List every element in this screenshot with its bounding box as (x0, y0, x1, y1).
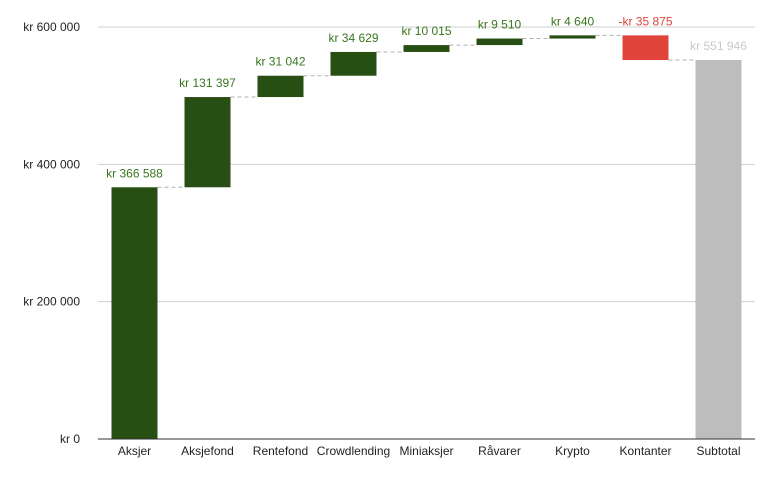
y-axis-ticks: kr 0 kr 200 000 kr 400 000 kr 600 000 (23, 20, 80, 446)
data-label: -kr 35 875 (618, 14, 672, 28)
data-label: kr 31 042 (255, 55, 305, 69)
data-label: kr 131 397 (179, 76, 236, 90)
bar-kontanter (622, 35, 669, 60)
bar-aksjer (111, 187, 158, 439)
data-label: kr 9 510 (478, 18, 522, 32)
data-label: kr 34 629 (328, 31, 378, 45)
category-label: Crowdlending (317, 444, 390, 458)
bar-subtotal (695, 59, 742, 440)
category-label: Aksjer (118, 444, 151, 458)
data-label: kr 10 015 (401, 24, 451, 38)
data-label: kr 4 640 (551, 14, 595, 28)
bar-rentefond (257, 75, 304, 98)
y-tick-label: kr 0 (60, 432, 80, 446)
y-tick-label: kr 600 000 (23, 20, 80, 34)
bars (111, 35, 742, 440)
category-label: Rentefond (253, 444, 308, 458)
data-label: kr 551 946 (690, 39, 747, 53)
category-label: Aksjefond (181, 444, 234, 458)
bar-krypto (549, 35, 596, 39)
category-label: Miniaksjer (399, 444, 453, 458)
category-label: Krypto (555, 444, 590, 458)
bar-r-varer (476, 38, 523, 46)
bar-miniaksjer (403, 45, 450, 52)
category-label: Råvarer (478, 444, 521, 458)
y-tick-label: kr 400 000 (23, 157, 80, 171)
bar-aksjefond (184, 97, 231, 188)
data-labels: kr 366 588 kr 131 397 kr 31 042 kr 34 629 kr… (106, 14, 747, 180)
bar-crowdlending (330, 51, 377, 76)
category-label: Kontanter (619, 444, 671, 458)
category-label: Subtotal (696, 444, 740, 458)
x-axis-categories: Aksjer Aksjefond Rentefond Crowdlending Mini… (118, 444, 741, 458)
data-label: kr 366 588 (106, 166, 163, 180)
connectors (157, 34, 696, 188)
y-tick-label: kr 200 000 (23, 295, 80, 309)
